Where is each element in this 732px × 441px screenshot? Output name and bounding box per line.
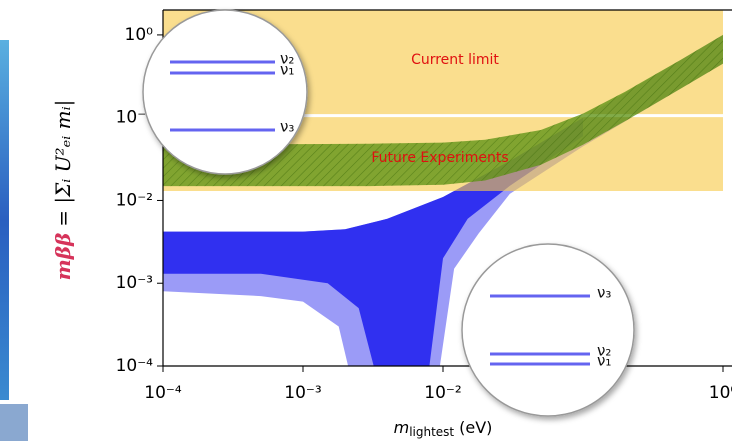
region-label: Current limit	[411, 52, 499, 68]
x-tick-label: 10⁻³	[284, 383, 321, 403]
y-tick-label: 10⁻³	[116, 273, 153, 293]
y-tick-label: 10⁻²	[116, 190, 153, 210]
x-tick-label: 10⁰	[709, 383, 732, 403]
mass-level-label: ν₃	[597, 284, 611, 302]
x-tick-label: 10⁻⁴	[144, 383, 182, 403]
x-tick-label: 10⁻²	[424, 383, 461, 403]
y-axis-label: mββ = |Σᵢ U²ₑᵢ mᵢ|	[51, 100, 76, 281]
x-label-symbol: m	[394, 418, 410, 437]
mass-level-label: ν₁	[597, 352, 611, 370]
region-label: Future Experiments	[371, 150, 508, 166]
y-label-expression: = |Σᵢ U²ₑᵢ mᵢ|	[51, 100, 76, 227]
mass-level-label: ν₃	[280, 118, 294, 136]
x-label-subscript: lightest	[409, 425, 454, 439]
y-tick-label: 10⁻⁴	[116, 356, 154, 376]
x-label-unit: (eV)	[459, 418, 492, 437]
inset-circle	[143, 10, 307, 174]
inset-circle	[462, 244, 634, 416]
chart: Current limit Future Experiments 10⁻⁴ 10⁻³…	[0, 0, 732, 441]
background-corner	[0, 404, 28, 441]
mass-level-label: ν₁	[280, 61, 294, 79]
y-tick-label: 10⁰	[125, 25, 154, 45]
background-strip	[0, 40, 9, 400]
x-axis-label: mlightest (eV)	[394, 418, 493, 439]
y-label-symbol: mββ	[51, 233, 75, 281]
